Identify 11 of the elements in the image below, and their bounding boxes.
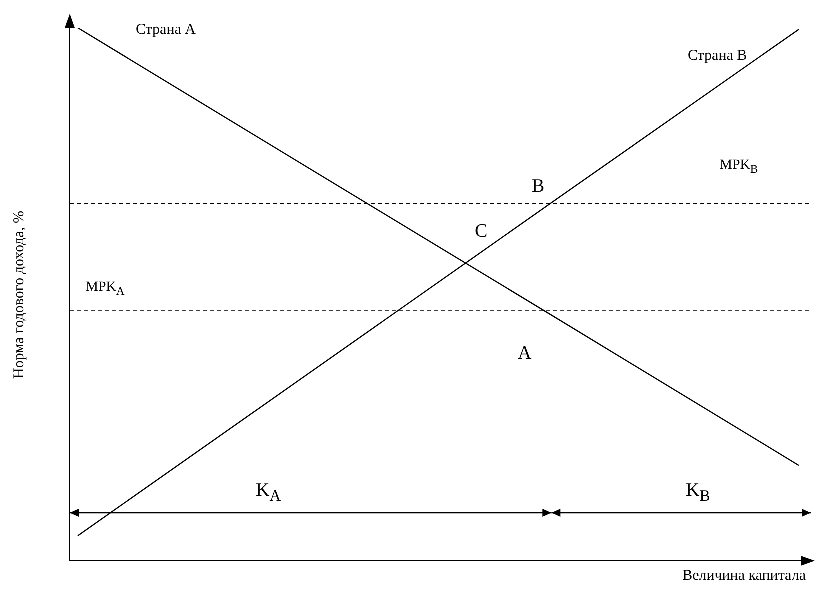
x-axis-title: Величина капитала (682, 568, 806, 585)
ref-line-label: MPK$_{B}$ (720, 158, 758, 176)
annotation: K$_{B}$ (686, 480, 710, 506)
annotation: B (532, 176, 545, 198)
series-label: Страна В (688, 48, 748, 65)
y-axis-title: Норма годового дохода, % (12, 210, 28, 378)
annotation: C (475, 221, 488, 243)
ref-line-label: MPK$_{A}$ (86, 280, 125, 298)
series-label: Страна А (136, 22, 196, 39)
annotation: A (518, 343, 532, 365)
annotation: K$_{A}$ (256, 480, 282, 506)
